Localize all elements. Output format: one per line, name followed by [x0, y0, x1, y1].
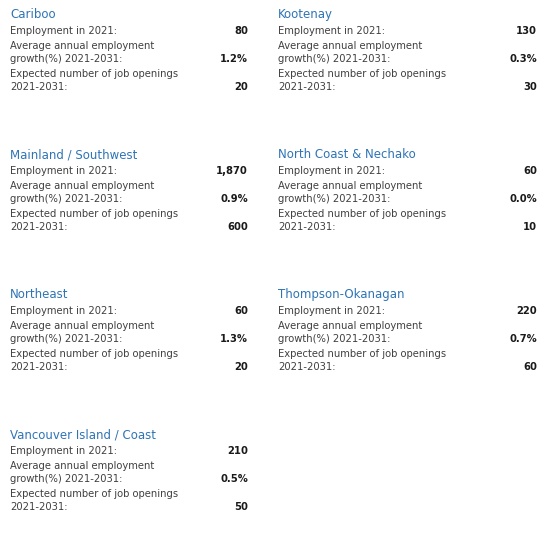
Text: 2021-2031:: 2021-2031:	[278, 82, 335, 91]
Text: 2021-2031:: 2021-2031:	[10, 82, 67, 91]
Text: 0.3%: 0.3%	[509, 54, 537, 63]
Text: Employment in 2021:: Employment in 2021:	[10, 166, 117, 175]
Text: Average annual employment: Average annual employment	[278, 181, 422, 191]
Text: Employment in 2021:: Employment in 2021:	[10, 26, 117, 35]
Text: growth(%) 2021-2031:: growth(%) 2021-2031:	[10, 474, 123, 483]
Text: 2021-2031:: 2021-2031:	[278, 222, 335, 231]
Text: 20: 20	[234, 362, 248, 371]
Text: 50: 50	[234, 502, 248, 511]
Text: Average annual employment: Average annual employment	[10, 181, 154, 191]
Text: 1.2%: 1.2%	[220, 54, 248, 63]
Text: Mainland / Southwest: Mainland / Southwest	[10, 148, 137, 161]
Text: Expected number of job openings: Expected number of job openings	[10, 489, 178, 499]
Text: 2021-2031:: 2021-2031:	[10, 222, 67, 231]
Text: 0.7%: 0.7%	[509, 334, 537, 343]
Text: Average annual employment: Average annual employment	[10, 41, 154, 51]
Text: 0.9%: 0.9%	[220, 194, 248, 203]
Text: 2021-2031:: 2021-2031:	[10, 502, 67, 511]
Text: 130: 130	[516, 26, 537, 35]
Text: Expected number of job openings: Expected number of job openings	[278, 349, 446, 359]
Text: Average annual employment: Average annual employment	[278, 41, 422, 51]
Text: Employment in 2021:: Employment in 2021:	[278, 306, 385, 315]
Text: growth(%) 2021-2031:: growth(%) 2021-2031:	[10, 334, 123, 343]
Text: 2021-2031:: 2021-2031:	[278, 362, 335, 371]
Text: Expected number of job openings: Expected number of job openings	[278, 69, 446, 79]
Text: 60: 60	[523, 166, 537, 175]
Text: Cariboo: Cariboo	[10, 8, 56, 21]
Text: North Coast & Nechako: North Coast & Nechako	[278, 148, 416, 161]
Text: Expected number of job openings: Expected number of job openings	[10, 69, 178, 79]
Text: 30: 30	[523, 82, 537, 91]
Text: growth(%) 2021-2031:: growth(%) 2021-2031:	[10, 194, 123, 203]
Text: Average annual employment: Average annual employment	[10, 321, 154, 331]
Text: growth(%) 2021-2031:: growth(%) 2021-2031:	[278, 194, 391, 203]
Text: 0.0%: 0.0%	[509, 194, 537, 203]
Text: Average annual employment: Average annual employment	[278, 321, 422, 331]
Text: growth(%) 2021-2031:: growth(%) 2021-2031:	[278, 54, 391, 63]
Text: Expected number of job openings: Expected number of job openings	[278, 209, 446, 219]
Text: 80: 80	[234, 26, 248, 35]
Text: Employment in 2021:: Employment in 2021:	[10, 446, 117, 455]
Text: 10: 10	[523, 222, 537, 231]
Text: Expected number of job openings: Expected number of job openings	[10, 349, 178, 359]
Text: Thompson-Okanagan: Thompson-Okanagan	[278, 288, 404, 301]
Text: 0.5%: 0.5%	[220, 474, 248, 483]
Text: Expected number of job openings: Expected number of job openings	[10, 209, 178, 219]
Text: 1.3%: 1.3%	[220, 334, 248, 343]
Text: 20: 20	[234, 82, 248, 91]
Text: Employment in 2021:: Employment in 2021:	[278, 166, 385, 175]
Text: 210: 210	[227, 446, 248, 455]
Text: 600: 600	[227, 222, 248, 231]
Text: 220: 220	[516, 306, 537, 315]
Text: 1,870: 1,870	[216, 166, 248, 175]
Text: Kootenay: Kootenay	[278, 8, 333, 21]
Text: growth(%) 2021-2031:: growth(%) 2021-2031:	[278, 334, 391, 343]
Text: Average annual employment: Average annual employment	[10, 461, 154, 471]
Text: 60: 60	[234, 306, 248, 315]
Text: Northeast: Northeast	[10, 288, 68, 301]
Text: Employment in 2021:: Employment in 2021:	[10, 306, 117, 315]
Text: Vancouver Island / Coast: Vancouver Island / Coast	[10, 428, 156, 441]
Text: Employment in 2021:: Employment in 2021:	[278, 26, 385, 35]
Text: growth(%) 2021-2031:: growth(%) 2021-2031:	[10, 54, 123, 63]
Text: 2021-2031:: 2021-2031:	[10, 362, 67, 371]
Text: 60: 60	[523, 362, 537, 371]
